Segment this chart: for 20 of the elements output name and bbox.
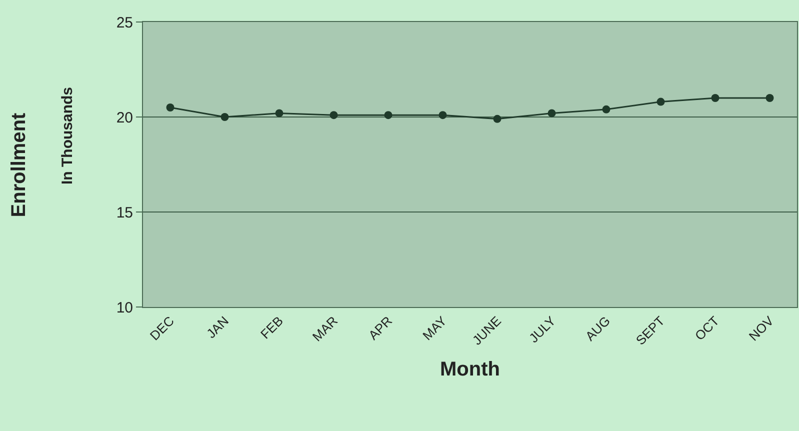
point: [711, 94, 720, 102]
point: [493, 114, 502, 123]
x-axis-title: Month: [440, 358, 500, 380]
text: Enrollment In Thousands: [8, 86, 76, 218]
point: [275, 109, 284, 118]
y-tick-label: 25: [116, 14, 133, 32]
point: [548, 109, 556, 118]
y-tick-label: 15: [116, 204, 133, 222]
x-tick-label: FEB: [257, 313, 286, 342]
y-tick-label: 10: [116, 299, 133, 316]
point: [166, 104, 174, 112]
point: [330, 111, 338, 120]
point: [438, 111, 447, 120]
point: [220, 113, 229, 121]
y-tick-label: 20: [116, 109, 133, 126]
point: [602, 105, 610, 114]
point: [766, 94, 774, 102]
point: [656, 98, 665, 106]
point: [384, 111, 392, 120]
x-tick-label: JAN: [203, 313, 232, 342]
